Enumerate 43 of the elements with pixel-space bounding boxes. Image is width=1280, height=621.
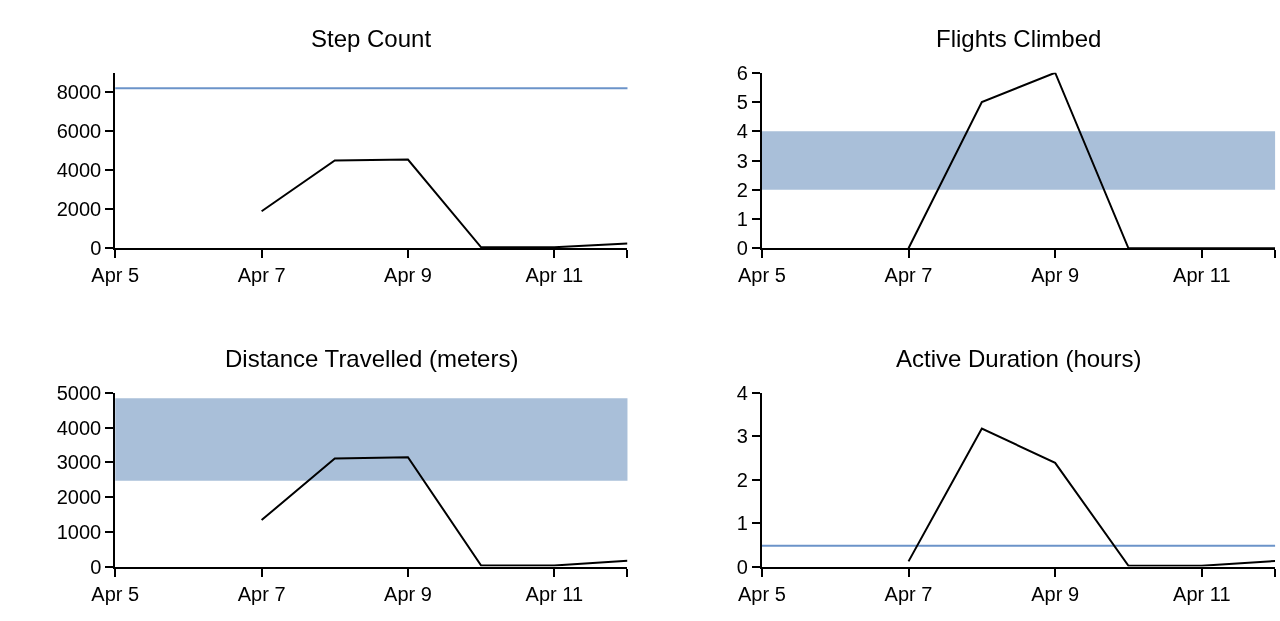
x-tick-label: Apr 9 <box>384 264 432 287</box>
y-tick-label: 1 <box>736 208 748 231</box>
chart-title: Active Duration (hours) <box>896 345 1142 372</box>
x-tick-label: Apr 7 <box>884 264 933 287</box>
chart-title: Distance Travelled (meters) <box>225 345 519 372</box>
x-tick-label: Apr 11 <box>1173 582 1231 605</box>
y-tick-label: 4000 <box>56 159 102 182</box>
x-tick-label: Apr 11 <box>1173 264 1231 287</box>
y-tick-label: 2 <box>736 178 748 201</box>
x-tick-label: Apr 11 <box>525 264 584 287</box>
y-tick-label: 3000 <box>56 451 102 474</box>
chart-title: Flights Climbed <box>936 25 1102 52</box>
y-tick-label: 5 <box>736 90 748 113</box>
y-tick-label: 2000 <box>56 486 102 509</box>
x-tick-label: Apr 9 <box>1031 264 1080 287</box>
y-tick-label: 5000 <box>56 381 102 404</box>
x-tick-label: Apr 5 <box>737 582 786 605</box>
y-tick-label: 2 <box>736 468 748 491</box>
y-tick-label: 2000 <box>56 198 102 221</box>
y-tick-label: 0 <box>90 555 102 578</box>
x-tick-label: Apr 11 <box>525 582 584 605</box>
y-tick-label: 4 <box>736 120 748 143</box>
x-tick-label: Apr 7 <box>237 264 286 287</box>
y-tick-label: 6 <box>736 61 748 84</box>
y-tick-label: 3 <box>736 149 748 172</box>
y-tick-label: 0 <box>736 237 748 260</box>
y-tick-label: 0 <box>90 237 102 260</box>
y-tick-label: 3 <box>736 425 748 448</box>
x-tick-label: Apr 9 <box>1031 582 1080 605</box>
y-tick-label: 4 <box>736 381 748 404</box>
y-tick-label: 4000 <box>56 416 102 439</box>
chart-title: Step Count <box>311 25 432 52</box>
x-tick-label: Apr 5 <box>737 264 786 287</box>
x-tick-label: Apr 9 <box>384 582 432 605</box>
y-tick-label: 8000 <box>56 81 102 104</box>
y-tick-label: 0 <box>736 555 748 578</box>
y-tick-label: 1000 <box>56 520 102 543</box>
x-tick-label: Apr 7 <box>884 582 933 605</box>
x-tick-label: Apr 7 <box>237 582 286 605</box>
x-tick-label: Apr 5 <box>91 582 140 605</box>
y-tick-label: 6000 <box>56 120 102 143</box>
x-tick-label: Apr 5 <box>91 264 140 287</box>
y-tick-label: 1 <box>736 512 748 535</box>
